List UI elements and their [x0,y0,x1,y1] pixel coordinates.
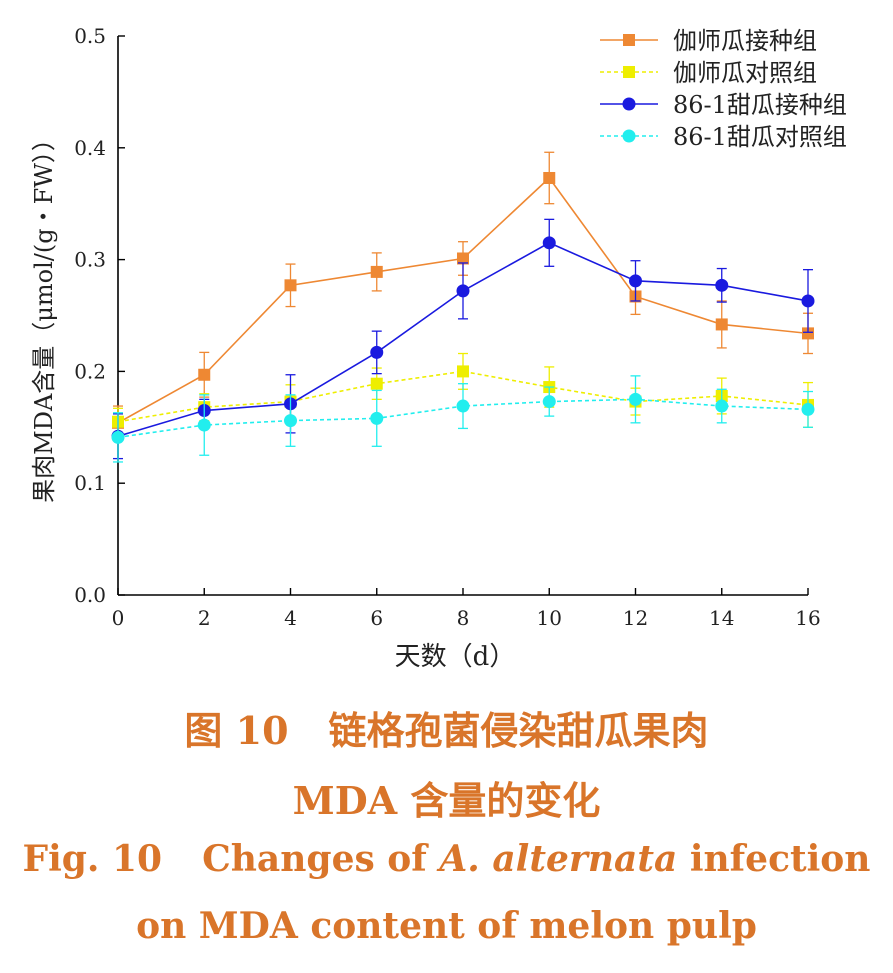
caption-en-title-2: on MDA content of melon pulp [136,905,757,947]
data-point [542,395,556,409]
series-line [117,370,809,423]
data-point [284,279,297,292]
caption-en-title-a: Changes of [202,838,440,880]
x-tick-label: 4 [284,606,297,630]
y-tick-label: 0.3 [74,248,106,272]
legend-label: 86-1甜瓜接种组 [673,91,847,119]
data-point [457,252,469,265]
legend-marker [623,66,635,78]
x-axis-label: 天数（d） [395,642,516,672]
x-tick-label: 12 [623,606,648,630]
data-point [715,318,728,331]
data-point [801,294,815,308]
data-point [715,399,729,413]
x-tick-label: 0 [112,606,125,630]
axes: 0.0 0.1 0.2 0.3 0.4 0.5 0 2 4 6 8 10 12 14 16 [74,24,821,630]
caption-en-line1: Fig. 10 Changes of A. alternata infection [0,838,893,880]
data-point [197,418,211,432]
data-point [802,327,814,340]
caption-en-title-b: infection [677,838,871,880]
y-axis-label: 果肉MDA含量（μmol/(g・FW）） [30,127,58,503]
data-point [629,392,642,406]
data-point [284,414,297,428]
series-group [111,375,815,463]
data-point [543,171,556,184]
mda-line-chart: 0.0 0.1 0.2 0.3 0.4 0.5 0 2 4 6 8 10 12 14 16 伽师瓜接种组伽师… [30,24,847,672]
x-tick-label: 8 [457,606,470,630]
data-point [370,377,383,390]
caption-en-species: A. alternata [439,838,678,880]
legend-label: 伽师瓜对照组 [673,59,817,87]
data-point [370,265,383,278]
x-tick-label: 6 [370,606,383,630]
x-tick-label: 2 [198,606,211,630]
legend-label: 86-1甜瓜对照组 [673,123,847,151]
data-point [111,430,125,444]
data-marks [111,151,815,463]
y-tick-label: 0.1 [74,471,106,495]
caption-cn-line1: 图 10 链格孢菌侵染甜瓜果肉 [0,700,893,755]
x-tick-label: 10 [537,606,562,630]
data-point [715,278,729,292]
y-tick-label: 0.0 [74,583,106,607]
data-point [456,399,470,413]
chart-area: 0.0 0.1 0.2 0.3 0.4 0.5 0 2 4 6 8 10 12 14 16 伽师瓜接种组 伽师… [30,24,847,672]
data-point [542,236,556,250]
caption-cn-line2: MDA 含量的变化 [0,770,893,825]
caption-cn-fig: 图 10 [184,708,289,753]
legend-marker [623,34,635,46]
legend-marker [622,97,636,111]
caption-en-fig: Fig. 10 [22,838,163,880]
caption-en-line2: on MDA content of melon pulp [0,905,893,947]
y-tick-label: 0.2 [74,359,106,383]
x-tick-label: 16 [795,606,820,630]
y-tick-label: 0.4 [74,136,106,160]
data-point [629,274,642,288]
caption-cn-title-1: 链格孢菌侵染甜瓜果肉 [328,708,709,753]
caption-cn-title-2: MDA 含量的变化 [292,778,601,823]
x-tick-label: 14 [709,606,734,630]
data-point [370,345,384,359]
y-tick-label: 0.5 [74,24,106,48]
legend-marker [622,129,636,143]
data-point [456,284,470,298]
data-point [370,411,384,425]
data-point [457,365,469,378]
legend-label: 伽师瓜接种组 [673,27,817,55]
data-point [198,368,211,381]
data-point [801,402,815,416]
